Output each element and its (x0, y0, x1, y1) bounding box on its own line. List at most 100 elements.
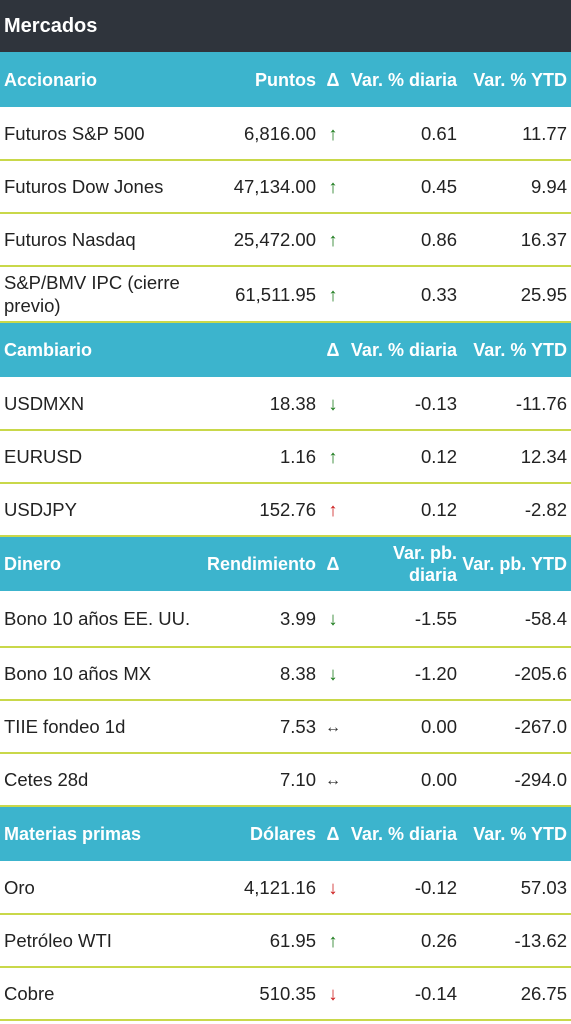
table-row: Bono 10 años EE. UU. 3.99 ↓ -1.55 -58.4 (0, 591, 571, 648)
daily-change: -0.12 (348, 861, 461, 915)
instrument-name: Bono 10 años MX (0, 647, 192, 701)
daily-change: 0.12 (348, 430, 461, 484)
column-header-delta: Δ (326, 340, 340, 360)
section-header-materias: Materias primas Dólares Δ Var. % diaria Var.… (0, 806, 571, 861)
instrument-name: Futuros Dow Jones (0, 160, 192, 214)
markets-table: Accionario Puntos Δ Var. % diaria Var. % YTD… (0, 52, 571, 1021)
table-row: Oro 4,121.16 ↓ -0.12 57.03 (0, 861, 571, 915)
table-row: Cobre 510.35 ↓ -0.14 26.75 (0, 967, 571, 1021)
instrument-value: 152.76 (192, 483, 318, 537)
column-header-daily: Var. % diaria (350, 69, 457, 90)
ytd-change: 26.75 (461, 967, 571, 1021)
ytd-change: -58.4 (461, 591, 571, 648)
instrument-name: Cetes 28d (0, 753, 192, 807)
arrow-glyph: ↑ (328, 930, 338, 951)
instrument-value: 7.10 (192, 753, 318, 807)
arrow-glyph: ↑ (328, 283, 338, 305)
page-title: Mercados (0, 0, 571, 52)
instrument-value: 6,816.00 (192, 107, 318, 161)
arrow-glyph: ↓ (328, 392, 338, 414)
instrument-name: EURUSD (0, 430, 192, 484)
instrument-value: 47,134.00 (192, 160, 318, 214)
section-header-cambiario: Cambiario Δ Var. % diaria Var. % YTD (0, 322, 571, 377)
section-header-accionario: Accionario Puntos Δ Var. % diaria Var. % YTD (0, 52, 571, 107)
trend-down-icon: ↓ (318, 861, 348, 915)
section-label: Cambiario (4, 340, 93, 360)
table-row: Futuros Nasdaq 25,472.00 ↑ 0.86 16.37 (0, 213, 571, 267)
arrow-glyph: ↑ (328, 499, 338, 520)
instrument-name: Cobre (0, 967, 192, 1021)
ytd-change: 57.03 (461, 861, 571, 915)
instrument-name: S&P/BMV IPC (cierre previo) (0, 266, 192, 323)
ytd-change: 11.77 (461, 107, 571, 161)
column-header-ytd: Var. % YTD (473, 824, 567, 844)
trend-flat-icon: ↔ (318, 753, 348, 807)
arrow-glyph: ↑ (328, 122, 338, 144)
column-header-ytd: Var. % YTD (473, 69, 567, 90)
instrument-value: 1.16 (192, 430, 318, 484)
instrument-value: 25,472.00 (192, 213, 318, 267)
instrument-value: 4,121.16 (192, 861, 318, 915)
ytd-change: 16.37 (461, 213, 571, 267)
instrument-value: 8.38 (192, 647, 318, 701)
daily-change: 0.00 (348, 700, 461, 754)
ytd-change: 12.34 (461, 430, 571, 484)
daily-change: -0.13 (348, 377, 461, 431)
trend-up-icon: ↑ (318, 160, 348, 214)
table-row: TIIE fondeo 1d 7.53 ↔ 0.00 -267.0 (0, 700, 571, 754)
daily-change: 0.26 (348, 914, 461, 968)
daily-change: 0.12 (348, 483, 461, 537)
daily-change: 0.00 (348, 753, 461, 807)
arrow-glyph: ↔ (325, 772, 341, 789)
ytd-change: -294.0 (461, 753, 571, 807)
column-header-daily: Var. % diaria (350, 340, 457, 360)
table-row: Futuros Dow Jones 47,134.00 ↑ 0.45 9.94 (0, 160, 571, 214)
instrument-value: 7.53 (192, 700, 318, 754)
trend-up-icon: ↑ (318, 430, 348, 484)
table-row: Cetes 28d 7.10 ↔ 0.00 -294.0 (0, 753, 571, 807)
table-row: USDJPY 152.76 ↑ 0.12 -2.82 (0, 483, 571, 537)
instrument-name: TIIE fondeo 1d (0, 700, 192, 754)
trend-up-icon: ↑ (318, 107, 348, 161)
section-label: Materias primas (4, 824, 142, 844)
daily-change: 0.45 (348, 160, 461, 214)
table-row: Petróleo WTI 61.95 ↑ 0.26 -13.62 (0, 914, 571, 968)
instrument-value: 3.99 (192, 591, 318, 648)
column-header-value: Dólares (249, 824, 316, 844)
daily-change: -1.20 (348, 647, 461, 701)
arrow-glyph: ↑ (328, 176, 338, 197)
column-header-ytd: Var. % YTD (473, 340, 567, 360)
arrow-glyph: ↑ (328, 446, 338, 467)
ytd-change: 9.94 (461, 160, 571, 214)
table-row: Bono 10 años MX 8.38 ↓ -1.20 -205.6 (0, 647, 571, 701)
trend-down-icon: ↓ (318, 591, 348, 648)
instrument-value: 61.95 (192, 914, 318, 968)
arrow-glyph: ↑ (328, 229, 338, 250)
arrow-glyph: ↓ (328, 983, 338, 1004)
arrow-glyph: ↓ (328, 876, 338, 898)
column-header-value: Puntos (255, 69, 316, 90)
ytd-change: -2.82 (461, 483, 571, 537)
column-header-delta: Δ (326, 824, 340, 844)
ytd-change: 25.95 (461, 266, 571, 323)
trend-down-icon: ↓ (318, 647, 348, 701)
trend-down-icon: ↓ (318, 967, 348, 1021)
arrow-glyph: ↓ (328, 608, 338, 629)
daily-change: -0.14 (348, 967, 461, 1021)
ytd-change: -11.76 (461, 377, 571, 431)
section-label: Accionario (4, 69, 98, 90)
trend-up-icon: ↑ (318, 213, 348, 267)
trend-up-icon: ↑ (318, 914, 348, 968)
column-header-delta: Δ (326, 69, 340, 90)
ytd-change: -267.0 (461, 700, 571, 754)
instrument-value: 18.38 (192, 377, 318, 431)
instrument-name: Futuros Nasdaq (0, 213, 192, 267)
instrument-value: 510.35 (192, 967, 318, 1021)
daily-change: 0.33 (348, 266, 461, 323)
column-header-daily: Var. % diaria (350, 824, 457, 844)
daily-change: 0.86 (348, 213, 461, 267)
trend-flat-icon: ↔ (318, 700, 348, 754)
table-row: S&P/BMV IPC (cierre previo) 61,511.95 ↑ 0.3… (0, 266, 571, 323)
daily-change: -1.55 (348, 591, 461, 648)
instrument-name: USDJPY (0, 483, 192, 537)
